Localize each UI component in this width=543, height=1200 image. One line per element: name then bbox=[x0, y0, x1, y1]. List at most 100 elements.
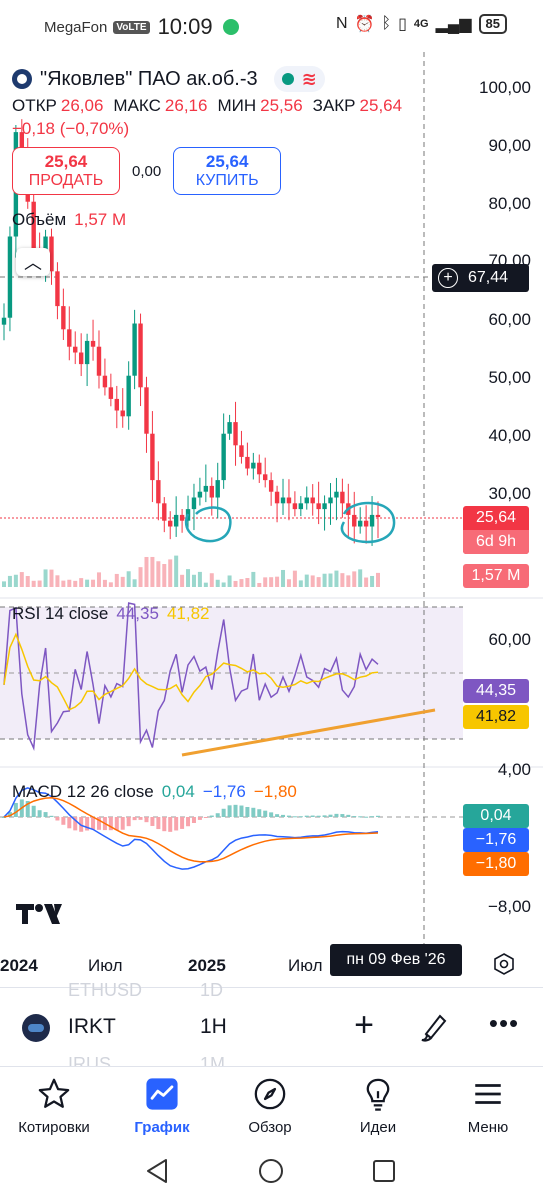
sell-label: ПРОДАТЬ bbox=[28, 172, 104, 189]
macd-hist-bar bbox=[61, 817, 66, 825]
volume-bar bbox=[186, 569, 191, 587]
volume-bar bbox=[197, 571, 202, 587]
macd-hist-bar bbox=[269, 812, 274, 817]
candle-body bbox=[173, 514, 179, 527]
candle-body bbox=[73, 346, 78, 353]
candle-body bbox=[375, 514, 381, 517]
candle-body bbox=[209, 485, 214, 498]
system-nav-buttons[interactable] bbox=[0, 1144, 543, 1200]
company-logo-icon bbox=[12, 69, 32, 89]
macd-hist-bar bbox=[263, 810, 268, 817]
home-circle-icon[interactable] bbox=[259, 1159, 283, 1183]
price-tick: 50,00 bbox=[488, 368, 531, 387]
back-triangle-icon[interactable] bbox=[147, 1159, 167, 1183]
macd-hist-bar bbox=[85, 817, 90, 831]
macd-hist-bar bbox=[245, 806, 250, 817]
add-indicator-button[interactable]: + bbox=[348, 1008, 380, 1044]
volume-bar bbox=[79, 578, 84, 587]
add-plus-icon[interactable]: + bbox=[438, 268, 458, 288]
symbol-selector[interactable]: IRKT bbox=[68, 1015, 116, 1038]
crosshair-date-tag: пн 09 Фев '26 bbox=[330, 944, 462, 976]
crosshair-price-tag[interactable]: + 67,44 bbox=[432, 264, 529, 292]
volume-bar bbox=[43, 569, 48, 587]
rsi-legend[interactable]: RSI 14 close 44,35 41,82 bbox=[12, 604, 209, 624]
volume-bar bbox=[215, 579, 220, 587]
candle-body bbox=[286, 497, 292, 504]
nav-item-overview[interactable]: Обзор bbox=[220, 1075, 320, 1136]
volume-bar bbox=[102, 579, 107, 587]
ohlc-low-value: 25,56 bbox=[260, 96, 303, 115]
macd-hist-bar bbox=[37, 810, 42, 817]
symbol-logo-icon bbox=[22, 1014, 50, 1042]
compass-icon bbox=[254, 1078, 286, 1110]
volume-bar bbox=[310, 575, 315, 587]
market-status-pill[interactable]: ≋ bbox=[273, 66, 325, 92]
macd-hist-bar bbox=[13, 802, 18, 817]
volume-legend[interactable]: Объём 1,57 M bbox=[12, 210, 126, 230]
chart-area[interactable]: "Яковлев" ПАО ак.об.-3 ≋ ОТКР 26,06 МАКС 2… bbox=[0, 52, 543, 987]
volume-bar bbox=[61, 580, 66, 587]
macd-hist-bar bbox=[2, 817, 6, 818]
candle-body bbox=[251, 462, 256, 469]
macd-hist-bar bbox=[126, 817, 131, 827]
candle-body bbox=[78, 352, 84, 365]
macd-legend[interactable]: MACD 12 26 close 0,04 −1,76 −1,80 bbox=[12, 782, 297, 802]
chart-canvas[interactable] bbox=[0, 52, 543, 987]
macd-hist-bar bbox=[281, 814, 286, 817]
macd-hist-bar bbox=[209, 815, 214, 817]
volume-bar bbox=[49, 569, 54, 587]
buy-price: 25,64 bbox=[205, 152, 249, 171]
candle-body bbox=[156, 480, 161, 504]
more-dots-icon: ••• bbox=[488, 1008, 520, 1038]
timeframe-selector[interactable]: 1H bbox=[200, 1015, 227, 1038]
volume-bar bbox=[292, 570, 297, 587]
macd-hist-bar bbox=[156, 817, 161, 830]
ohlc-open-key: ОТКР bbox=[12, 96, 57, 115]
symbol-header[interactable]: "Яковлев" ПАО ак.об.-3 ≋ bbox=[12, 66, 325, 92]
tradingview-logo-icon[interactable] bbox=[16, 902, 62, 926]
time-axis[interactable]: 2024 Июл 2025 Июл bbox=[0, 950, 543, 980]
candle-body bbox=[102, 375, 108, 388]
nav-item-ideas[interactable]: Идеи bbox=[328, 1075, 428, 1136]
macd-hist-bar bbox=[275, 814, 280, 817]
candle-body bbox=[316, 503, 321, 510]
nav-item-watchlist[interactable]: Котировки bbox=[4, 1075, 104, 1136]
volume-bar bbox=[31, 580, 36, 587]
macd-hist-bar bbox=[162, 817, 167, 832]
macd-hist-bar bbox=[227, 805, 232, 817]
macd-hist-bar bbox=[221, 808, 226, 817]
macd-hist-bar bbox=[322, 815, 327, 817]
macd-tag: −1,76 bbox=[463, 828, 529, 852]
plus-icon: + bbox=[354, 1006, 374, 1044]
buy-button[interactable]: 25,64 КУПИТЬ bbox=[173, 147, 282, 195]
candle-body bbox=[257, 462, 262, 475]
candle-body bbox=[120, 410, 125, 417]
macd-tick: 4,00 bbox=[497, 760, 531, 779]
volume-bar bbox=[281, 569, 286, 587]
macd-hist-bar bbox=[132, 817, 137, 821]
vibrate-icon: ▯ bbox=[398, 16, 407, 33]
nav-item-chart[interactable]: График bbox=[112, 1075, 212, 1136]
more-options-button[interactable]: ••• bbox=[484, 1008, 524, 1044]
symbol-title[interactable]: "Яковлев" ПАО ак.об.-3 bbox=[40, 67, 258, 90]
rsi-ma-value: 41,82 bbox=[166, 604, 210, 623]
candle-body bbox=[162, 503, 167, 521]
rsi-tag: 44,35 bbox=[463, 679, 529, 703]
candle-body bbox=[179, 514, 185, 521]
volume-bar bbox=[73, 580, 78, 587]
time-label: Июл bbox=[88, 956, 123, 975]
candle-body bbox=[138, 323, 143, 388]
candle-body bbox=[132, 323, 137, 376]
candle-body bbox=[31, 201, 36, 249]
settings-hexagon-icon[interactable] bbox=[492, 952, 516, 976]
carrier-name: MegaFon bbox=[44, 18, 108, 36]
nav-item-menu[interactable]: Меню bbox=[438, 1075, 538, 1136]
volume-bar bbox=[257, 582, 262, 587]
macd-hist-bar bbox=[91, 817, 96, 830]
sell-button[interactable]: 25,64 ПРОДАТЬ bbox=[12, 147, 120, 195]
recents-square-icon[interactable] bbox=[373, 1160, 395, 1182]
volume-bar bbox=[233, 580, 238, 587]
volume-bar bbox=[174, 555, 179, 587]
collapse-legend-button[interactable]: ︿ bbox=[16, 248, 50, 276]
drawing-tools-button[interactable] bbox=[418, 1008, 450, 1044]
